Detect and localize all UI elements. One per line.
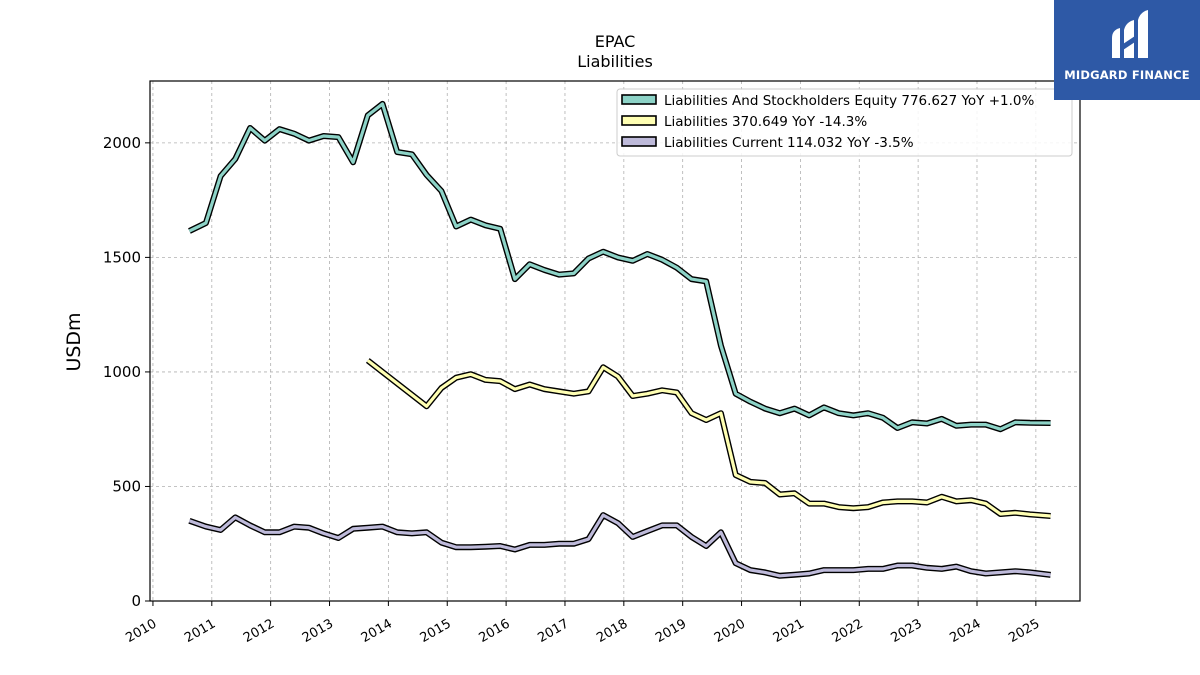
x-tick-label: 2017 [535,616,571,646]
midgard-finance-logo: MIDGARD FINANCE [1054,0,1200,100]
series-line-liabilities [366,359,1051,518]
logo-brand-text: MIDGARD FINANCE [1064,68,1190,82]
x-tick-label: 2019 [653,616,689,646]
axis-layer: 0 500 1000 1500 2000 2010 2011 2012 2013 2014 2015… [103,134,1043,646]
x-tick-label: 2025 [1006,616,1042,646]
x-tick-label: 2012 [241,616,277,646]
series-line-liabilities-and-stockholders-equity [188,102,1051,431]
legend-entry: Liabilities Current 114.032 YoY -3.5% [664,135,914,151]
x-tick-label: 2015 [418,616,454,646]
series-line-liabilities-current [188,513,1051,578]
chart-subtitle: Liabilities [577,52,653,71]
legend-swatch [621,136,657,147]
y-tick-label: 500 [112,477,141,495]
chart-title: EPAC [595,32,636,51]
x-tick-label: 2018 [594,616,630,646]
x-tick-label: 2010 [123,616,159,646]
x-tick-label: 2014 [359,616,395,646]
y-tick-label: 2000 [103,134,141,152]
x-tick-label: 2023 [889,616,925,646]
legend-entry: Liabilities 370.649 YoY -14.3% [664,114,867,130]
x-tick-label: 2020 [712,616,748,646]
y-tick-label: 1500 [103,248,141,266]
legend: Liabilities And Stockholders Equity 776.… [616,88,1073,157]
x-tick-label: 2021 [771,616,807,646]
series-outline-liabilities [365,358,1051,519]
y-tick-label: 1000 [103,363,141,381]
legend-box [616,88,1073,157]
logo-mark-icon [1112,10,1148,58]
x-tick-label: 2022 [830,616,866,646]
legend-swatch [621,115,657,126]
x-tick-label: 2016 [476,616,512,646]
legend-swatch [621,94,657,105]
x-tick-label: 2013 [300,616,336,646]
y-tick-label: 0 [131,592,141,610]
legend-entry: Liabilities And Stockholders Equity 776.… [664,93,1034,109]
plot-frame [149,80,1081,602]
y-axis-label: USDm [63,312,85,371]
x-tick-label: 2011 [182,616,218,646]
x-tick-label: 2024 [947,616,983,646]
series-layer [188,100,1051,579]
